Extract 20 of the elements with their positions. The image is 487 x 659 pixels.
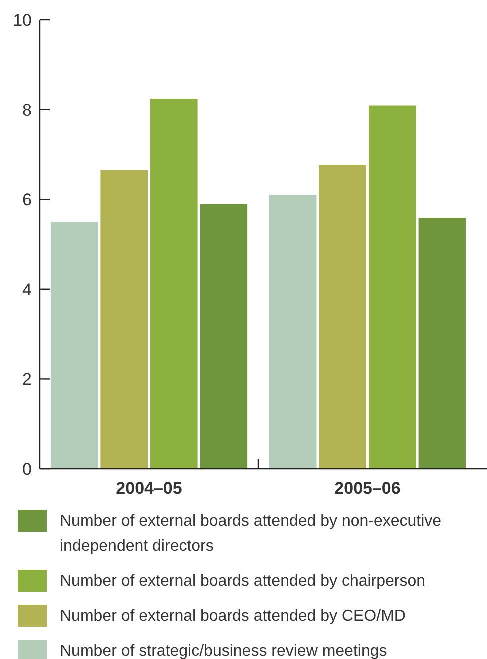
legend-label: Number of external boards attended by chairperson [60,573,426,590]
y-tick-label: 10 [13,10,32,30]
legend-label: Number of external boards attended by CEO/MD [60,608,406,625]
bar [200,204,248,469]
y-tick-label: 2 [22,370,32,390]
x-tick-label: 2005–06 [334,479,401,498]
y-tick-label: 6 [22,190,32,210]
y-tick-label: 0 [22,460,32,479]
bar [368,106,416,469]
legend-label: Number of external boards attended by non-executive independent directors [60,513,442,555]
legend-label: Number of strategic/business review meetings [60,643,388,659]
y-tick-label: 4 [22,280,32,300]
bar [319,165,367,469]
y-tick-label: 8 [22,100,32,120]
bar [418,218,466,469]
bar [150,99,198,469]
bar [269,195,317,469]
bar [50,222,98,469]
x-tick-label: 2004–05 [116,479,182,498]
bar [100,170,148,469]
